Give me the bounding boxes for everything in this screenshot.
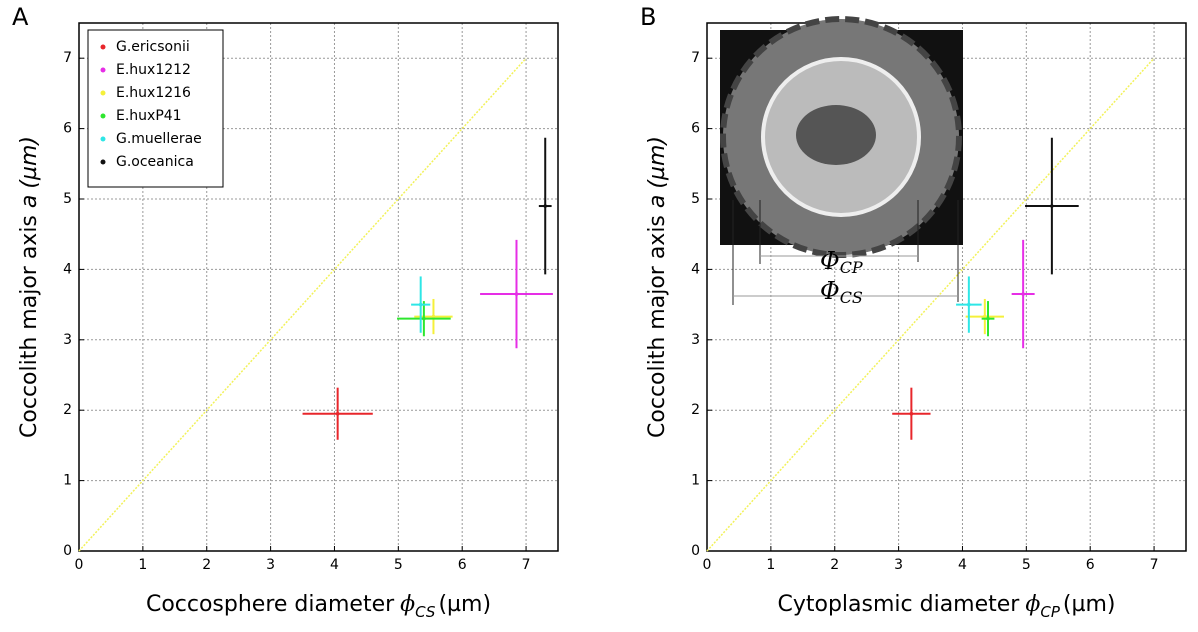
point xyxy=(422,316,426,321)
identity-line xyxy=(706,57,1155,552)
y-tick-label: 1 xyxy=(63,473,72,489)
x-axis-label: Cytoplasmic diameter ϕCP (µm) xyxy=(778,592,1116,621)
y-tick-label: 2 xyxy=(691,402,700,418)
inset-label-sub: CS xyxy=(840,288,863,307)
x-tick-label: 6 xyxy=(1086,557,1095,573)
x-axis-label: Coccosphere diameter ϕCS (µm) xyxy=(146,592,491,621)
x-tick-label: 1 xyxy=(138,557,147,573)
x-tick-label: 4 xyxy=(330,557,339,573)
legend-marker xyxy=(100,159,106,165)
y-tick-label: 4 xyxy=(691,261,700,277)
legend-text: G.ericsonii xyxy=(116,39,190,55)
point xyxy=(909,411,914,416)
x-tick-label: 6 xyxy=(458,557,467,573)
x-axis-label-symbol: ϕ xyxy=(1025,592,1040,617)
y-axis-label-unit: (µm) xyxy=(17,136,42,189)
legend-text: G.muellerae xyxy=(116,131,202,147)
y-tick-label: 7 xyxy=(691,50,700,66)
legend-marker xyxy=(100,67,106,73)
y-tick-label: 0 xyxy=(691,543,700,559)
legend-marker xyxy=(100,136,106,142)
y-axis-label: Coccolith major axis a (µm) xyxy=(645,136,670,438)
plot-frame xyxy=(78,22,559,552)
inset-label-symbol: Φ xyxy=(820,277,840,305)
x-tick-label: 7 xyxy=(1150,557,1159,573)
x-axis-label-symbol: ϕ xyxy=(400,592,415,617)
point xyxy=(1050,204,1054,208)
y-tick-label: 5 xyxy=(691,191,700,207)
panel-label: B xyxy=(640,3,656,31)
point xyxy=(335,411,340,416)
x-axis-label-text: Cytoplasmic diameter xyxy=(778,592,1021,617)
y-tick-label: 3 xyxy=(63,332,72,348)
y-tick-label: 7 xyxy=(63,50,72,66)
y-axis-label-text: Coccolith major axis xyxy=(645,215,670,438)
inset-label: ΦCP xyxy=(820,247,863,277)
identity-line xyxy=(78,57,527,552)
x-tick-label: 2 xyxy=(202,557,211,573)
point xyxy=(1021,292,1025,296)
point xyxy=(983,314,987,319)
y-tick-label: 0 xyxy=(63,543,72,559)
y-tick-label: 3 xyxy=(691,332,700,348)
point xyxy=(986,316,990,321)
legend-text: E.huxP41 xyxy=(116,108,182,124)
y-axis-label-symbol: a xyxy=(17,195,42,208)
y-tick-label: 6 xyxy=(691,121,700,137)
x-tick-label: 0 xyxy=(75,557,84,573)
point xyxy=(967,302,971,307)
point xyxy=(418,302,423,307)
panel: 0 1 2 3 4 5 6 7 0 1 2 3 4 5 6 7 G.ericsonii E.hux1212 E.hu… xyxy=(12,3,559,621)
inset-label: ΦCS xyxy=(820,277,863,307)
x-axis-label-text: Coccosphere diameter xyxy=(146,592,395,617)
legend-marker xyxy=(100,44,106,50)
x-axis-label-sub: CP xyxy=(1040,603,1060,621)
legend-box xyxy=(87,29,224,188)
x-tick-label: 1 xyxy=(766,557,775,573)
x-tick-label: 5 xyxy=(394,557,403,573)
x-tick-label: 3 xyxy=(266,557,275,573)
point xyxy=(543,204,548,208)
y-tick-label: 1 xyxy=(691,473,700,489)
inset-label-symbol: Φ xyxy=(820,247,840,275)
x-axis-label-sub: CS xyxy=(415,603,436,621)
plot-frame xyxy=(706,22,1187,552)
y-tick-label: 4 xyxy=(63,261,72,277)
x-tick-label: 0 xyxy=(703,557,712,573)
y-axis-label-unit: (µm) xyxy=(645,136,670,189)
x-axis-label-unit: (µm) xyxy=(1063,592,1116,617)
y-tick-label: 2 xyxy=(63,402,72,418)
inset-detail xyxy=(796,105,876,165)
legend-marker xyxy=(100,113,106,119)
x-axis-label-unit: (µm) xyxy=(438,592,491,617)
point xyxy=(431,314,436,319)
y-axis-label-text: Coccolith major axis xyxy=(17,215,42,438)
legend-text: G.oceanica xyxy=(116,154,194,170)
x-tick-label: 2 xyxy=(830,557,839,573)
point xyxy=(514,292,519,296)
panel-label: A xyxy=(12,3,29,31)
x-tick-label: 4 xyxy=(958,557,967,573)
x-tick-label: 3 xyxy=(894,557,903,573)
legend-text: E.hux1216 xyxy=(116,85,191,101)
x-tick-label: 7 xyxy=(522,557,531,573)
legend-marker xyxy=(100,90,106,96)
y-axis-label: Coccolith major axis a (µm) xyxy=(17,136,42,438)
y-tick-label: 5 xyxy=(63,191,72,207)
y-axis-label-symbol: a xyxy=(645,195,670,208)
x-tick-label: 5 xyxy=(1022,557,1031,573)
legend-text: E.hux1212 xyxy=(116,62,191,78)
y-tick-label: 6 xyxy=(63,121,72,137)
inset-label-sub: CP xyxy=(840,258,863,277)
